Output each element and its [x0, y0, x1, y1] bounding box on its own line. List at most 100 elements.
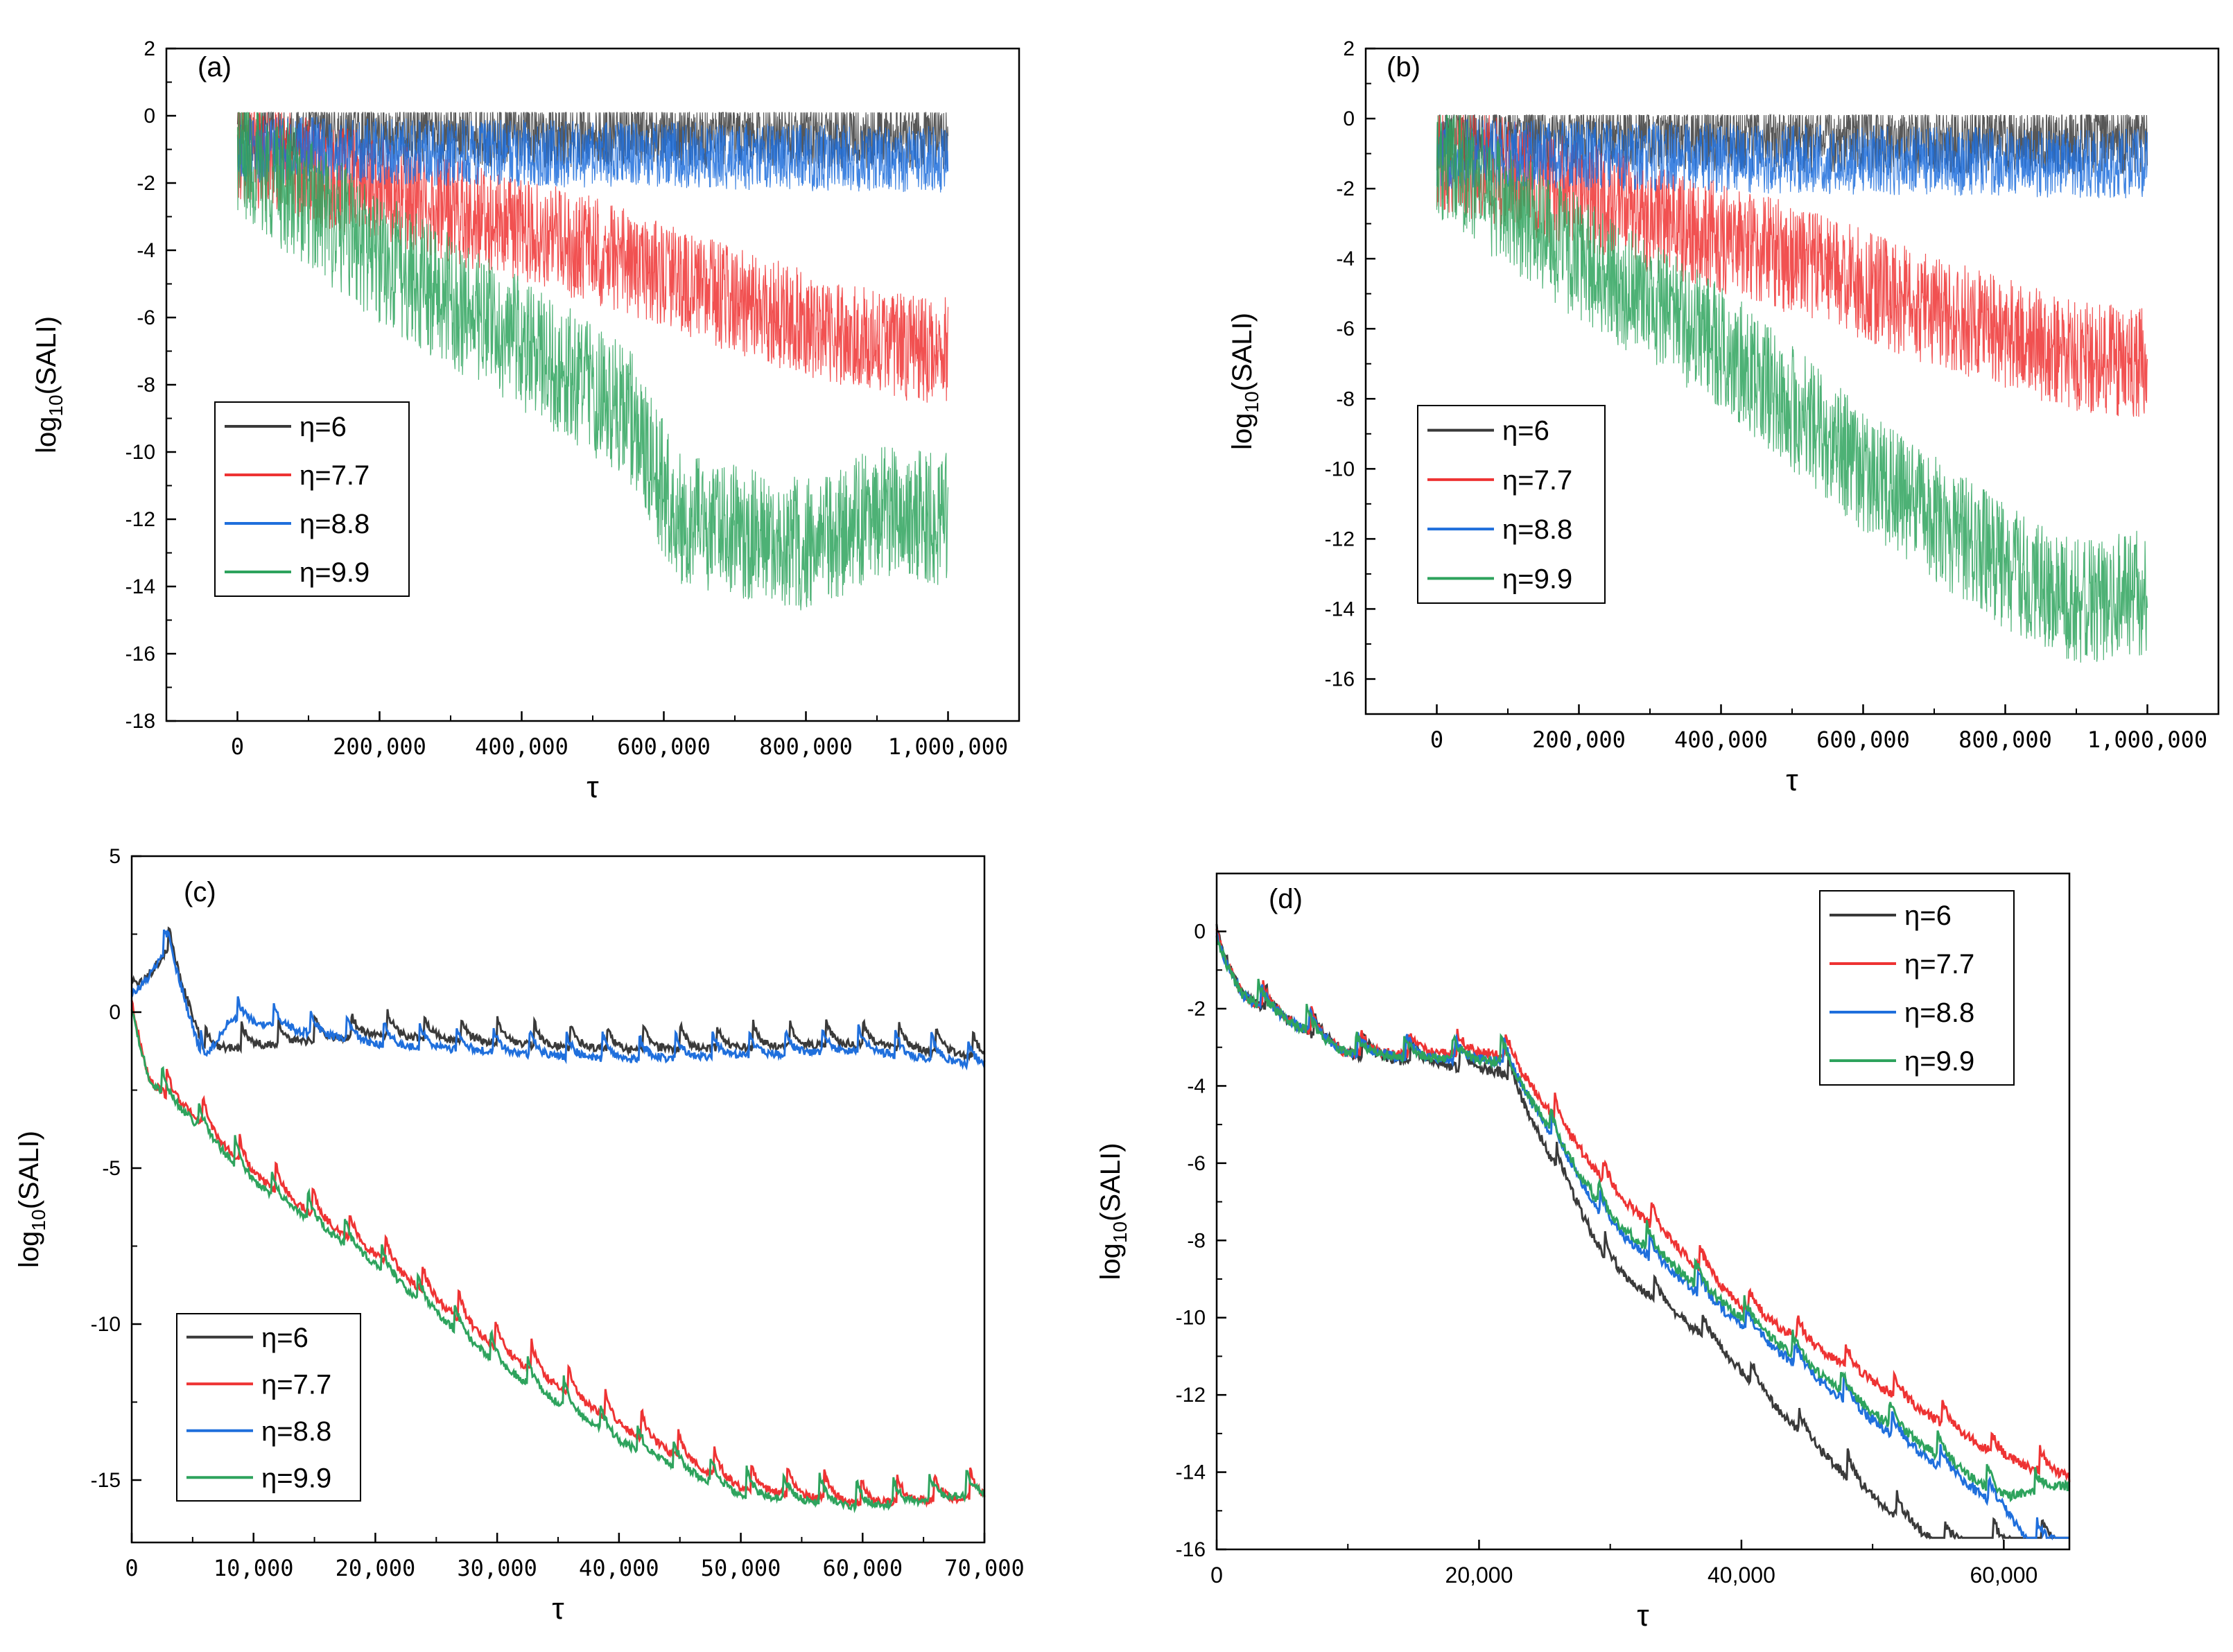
legend-box — [214, 401, 410, 597]
y-tick-label: -10 — [91, 1313, 121, 1336]
y-label-sub: 10 — [1109, 1221, 1131, 1243]
y-tick-label: -2 — [1187, 998, 1206, 1020]
x-tick-label: 400,000 — [475, 733, 568, 760]
series-line-4 — [130, 1009, 985, 1513]
panel-label: (d) — [1269, 884, 1303, 914]
y-tick-label: -12 — [1176, 1384, 1206, 1407]
x-tick-label: 60,000 — [822, 1555, 903, 1581]
x-tick-label: 200,000 — [1532, 727, 1626, 753]
y-tick-label: -10 — [1325, 458, 1355, 480]
legend-label-4: η=9.9 — [261, 1463, 331, 1493]
x-tick-label: 20,000 — [1445, 1563, 1513, 1588]
y-tick-label: -2 — [1336, 177, 1355, 200]
x-tick-label: 1,000,000 — [2087, 727, 2207, 753]
series-line-3 — [130, 929, 986, 1071]
y-tick-label: 2 — [1343, 37, 1355, 60]
y-label-tail: (SALI) — [1227, 313, 1258, 391]
x-tick-label: 600,000 — [617, 733, 711, 760]
legend-label-1: η=6 — [1502, 416, 1549, 446]
series-line-4 — [236, 112, 949, 611]
x-tick-label: 0 — [1210, 1563, 1223, 1588]
y-label-tail: (SALI) — [31, 316, 62, 394]
y-tick-label: -14 — [1176, 1461, 1206, 1484]
series-line-4 — [1215, 935, 2070, 1503]
y-tick-label: -16 — [1325, 668, 1355, 690]
legend-label-4: η=9.9 — [1502, 564, 1572, 594]
x-tick-label: 200,000 — [333, 733, 426, 760]
y-axis-label: log10(SALI) — [14, 1131, 49, 1268]
series-line-1 — [130, 926, 986, 1063]
x-tick-label: 0 — [1430, 727, 1443, 753]
legend: η=6 η=7.7 η=8.8 η=9.9 — [1417, 405, 1606, 604]
y-tick-label: -14 — [125, 575, 155, 598]
series-line-3 — [1436, 119, 2148, 199]
legend: η=6 η=7.7 η=8.8 η=9.9 — [214, 401, 410, 597]
legend: η=6 η=7.7 η=8.8 η=9.9 — [176, 1313, 361, 1502]
x-tick-label: 0 — [231, 733, 244, 760]
series-group — [130, 926, 986, 1513]
series-line-2 — [130, 1000, 986, 1510]
y-tick-label: 0 — [109, 1001, 121, 1024]
legend-label-3: η=8.8 — [299, 509, 370, 539]
y-tick-label: -15 — [91, 1469, 121, 1492]
y-tick-label: -6 — [1336, 318, 1355, 340]
panel-label: (a) — [198, 52, 232, 82]
x-tick-label: 0 — [125, 1555, 138, 1581]
series-group — [1436, 113, 2148, 663]
legend-box — [1417, 405, 1606, 604]
y-label-tail: (SALI) — [14, 1131, 44, 1209]
legend-label-2: η=7.7 — [299, 460, 370, 491]
series-line-2 — [236, 112, 949, 403]
x-tick-label: 1,000,000 — [888, 733, 1008, 760]
y-tick-label: 0 — [1194, 921, 1206, 944]
x-tick-label: 40,000 — [1708, 1563, 1775, 1588]
x-axis-label: τ — [1786, 763, 1798, 797]
legend-label-4: η=9.9 — [1904, 1046, 1974, 1077]
x-tick-label: 800,000 — [1958, 727, 2052, 753]
legend: η=6 η=7.7 η=8.8 η=9.9 — [1819, 890, 2015, 1086]
y-axis-label: log10(SALI) — [1095, 1143, 1131, 1280]
x-tick-label: 20,000 — [336, 1555, 416, 1581]
legend-label-1: η=6 — [299, 412, 347, 442]
y-tick-label: -8 — [137, 374, 155, 397]
legend-label-3: η=8.8 — [1502, 514, 1572, 545]
y-label-log: log — [31, 417, 62, 453]
legend-label-2: η=7.7 — [261, 1369, 331, 1400]
y-tick-label: 0 — [1343, 107, 1355, 130]
series-line-1 — [1215, 923, 2069, 1541]
x-tick-label: 600,000 — [1816, 727, 1910, 753]
x-axis-label: τ — [1637, 1599, 1649, 1633]
series-group — [1215, 923, 2071, 1541]
x-axis-label: τ — [552, 1592, 564, 1626]
y-tick-label: -8 — [1336, 388, 1355, 410]
y-label-sub: 10 — [45, 394, 67, 416]
y-label-log: log — [1095, 1243, 1126, 1280]
y-label-sub: 10 — [1241, 391, 1262, 412]
y-axis-label: log10(SALI) — [31, 316, 67, 453]
y-tick-label: -12 — [1325, 528, 1355, 550]
y-label-log: log — [14, 1231, 44, 1268]
y-tick-label: -4 — [1187, 1075, 1206, 1097]
y-tick-label: -16 — [1176, 1538, 1206, 1561]
x-tick-label: 400,000 — [1674, 727, 1768, 753]
x-tick-label: 40,000 — [579, 1555, 659, 1581]
legend-label-1: η=6 — [261, 1323, 309, 1353]
y-tick-label: -6 — [137, 306, 155, 329]
y-tick-label: -6 — [1187, 1152, 1206, 1175]
legend-label-3: η=8.8 — [261, 1416, 331, 1447]
legend-label-1: η=6 — [1904, 901, 1952, 931]
panel-label: (c) — [184, 877, 216, 907]
y-tick-label: 2 — [144, 37, 155, 60]
legend-label-2: η=7.7 — [1502, 465, 1572, 496]
y-tick-label: -10 — [125, 441, 155, 464]
y-tick-label: -8 — [1187, 1229, 1206, 1252]
legend-label-4: η=9.9 — [299, 557, 370, 588]
y-label-log: log — [1227, 413, 1258, 450]
panel-b: 2 0 -2 -4 -6 -8 -10 -12 -14 -16 0 200,000 400,000 600… — [1227, 37, 2220, 797]
y-tick-label: -12 — [125, 508, 155, 531]
panel-a: 2 0 -2 -4 -6 -8 -10 -12 -14 -16 -18 0 200,000 400,000… — [31, 37, 1020, 804]
series-line-4 — [1436, 114, 2148, 663]
y-tick-label: -4 — [1336, 247, 1355, 270]
legend-label-2: η=7.7 — [1904, 949, 1974, 980]
